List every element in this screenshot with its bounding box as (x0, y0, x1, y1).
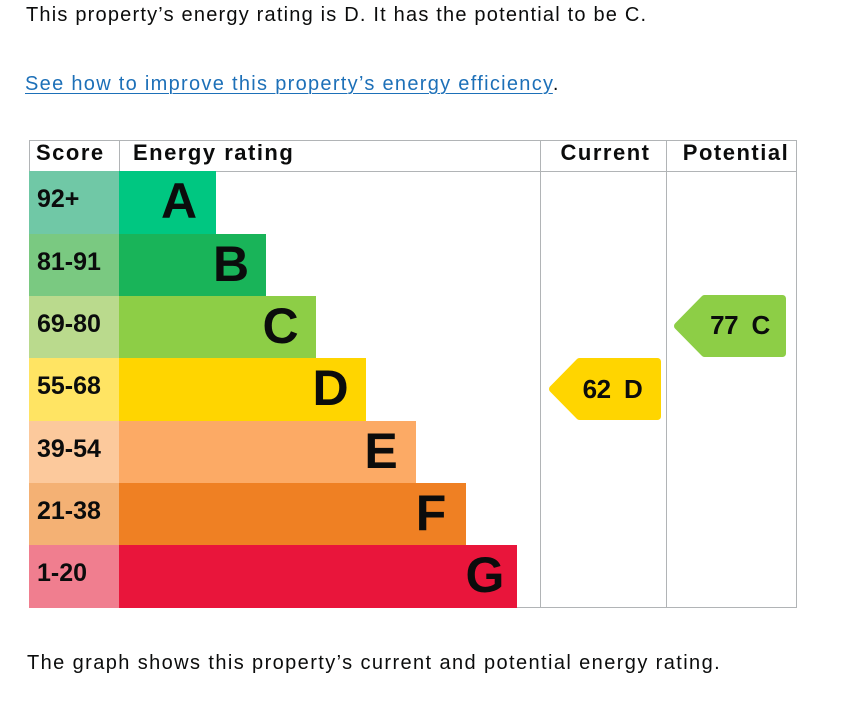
svg-text:62 D: 62 D (583, 374, 643, 404)
svg-text:77 C: 77 C (710, 310, 770, 340)
